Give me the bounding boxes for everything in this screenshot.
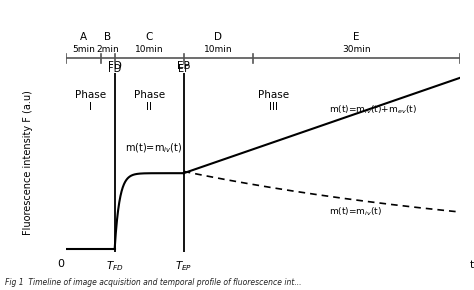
Text: EP: EP	[177, 61, 190, 71]
Text: 10min: 10min	[135, 45, 164, 54]
Text: Phase
I: Phase I	[75, 90, 106, 112]
Text: C: C	[146, 32, 153, 42]
Text: EP: EP	[178, 64, 190, 74]
Text: $T_{EP}$: $T_{EP}$	[175, 260, 192, 273]
Text: 0: 0	[57, 260, 64, 269]
Text: 10min: 10min	[204, 45, 233, 54]
Text: A: A	[80, 32, 87, 42]
Text: t(min): t(min)	[470, 260, 474, 269]
Text: 30min: 30min	[342, 45, 371, 54]
Text: FD: FD	[108, 61, 122, 71]
Text: 5min: 5min	[72, 45, 95, 54]
Text: $T_{FD}$: $T_{FD}$	[106, 260, 124, 273]
Text: D: D	[214, 32, 222, 42]
Text: Fluorescence intensity F (a.u): Fluorescence intensity F (a.u)	[23, 90, 33, 235]
Text: m(t)=m$_{iv}$(t)+m$_{ev}$(t): m(t)=m$_{iv}$(t)+m$_{ev}$(t)	[328, 104, 417, 116]
Text: Fig 1  Timeline of image acquisition and temporal profile of fluorescence int...: Fig 1 Timeline of image acquisition and …	[5, 278, 301, 287]
Text: E: E	[353, 32, 359, 42]
Text: m(t)=m$_{iv}$(t): m(t)=m$_{iv}$(t)	[328, 205, 382, 218]
Text: m(t)=m$_{iv}$(t): m(t)=m$_{iv}$(t)	[125, 141, 182, 155]
Text: Phase
II: Phase II	[134, 90, 165, 112]
Text: FD: FD	[108, 64, 121, 74]
Text: Phase
III: Phase III	[258, 90, 289, 112]
Text: 2min: 2min	[96, 45, 119, 54]
Text: B: B	[104, 32, 111, 42]
